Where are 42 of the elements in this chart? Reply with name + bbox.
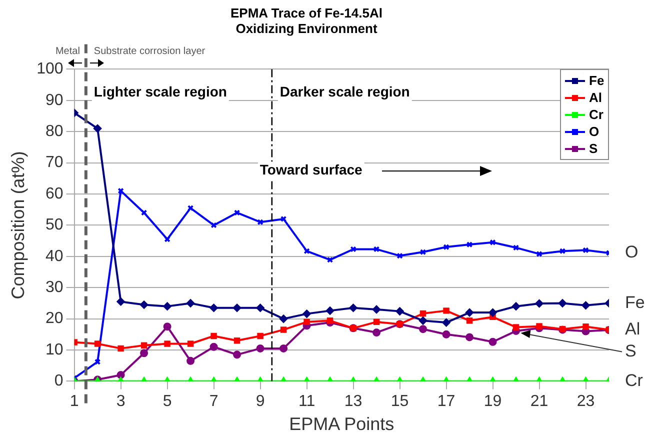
y-tick-label: 50: [46, 216, 64, 234]
chart-title: EPMA Trace of Fe-14.5Al: [230, 5, 382, 20]
legend-label: S: [589, 141, 598, 156]
text: O: [625, 242, 638, 262]
y-tick-label: 70: [46, 154, 64, 172]
legend-label: O: [589, 124, 600, 140]
x-tick-label: 9: [256, 393, 265, 410]
x-tick-label: 15: [390, 393, 409, 410]
text: Substrate corrosion layer: [94, 46, 206, 57]
chart-subtitle: Oxidizing Environment: [236, 20, 378, 36]
text: Fe: [625, 292, 645, 312]
x-tick-label: 3: [116, 393, 126, 410]
x-tick-label: 21: [530, 393, 548, 410]
x-tick-label: 13: [344, 393, 362, 410]
x-tick-label: 1: [70, 393, 79, 410]
x-tick-label: 17: [437, 393, 456, 410]
y-tick-label: 20: [46, 310, 64, 328]
x-tick-label: 5: [162, 393, 172, 410]
y-tick-label: 30: [46, 279, 64, 296]
y-tick-label: 80: [46, 123, 64, 140]
annotation: Lighter scale region: [94, 83, 227, 100]
y-tick-label: 60: [46, 185, 64, 202]
y-tick-label: 90: [46, 92, 64, 109]
y-tick-label: 0: [54, 372, 64, 390]
text: Metal: [55, 46, 80, 57]
text: Cr: [625, 370, 643, 390]
legend-label: Al: [589, 90, 602, 106]
x-tick-label: 19: [484, 393, 502, 410]
legend-label: Fe: [589, 73, 604, 88]
x-tick-label: 7: [209, 393, 218, 410]
y-tick-label: 100: [36, 60, 64, 78]
text: S: [625, 341, 636, 360]
annotation: Darker scale region: [280, 83, 410, 100]
annotation: Toward surface: [260, 161, 363, 178]
text: Al: [625, 319, 640, 338]
y-tick-label: 10: [46, 341, 64, 358]
x-axis-title: EPMA Points: [289, 414, 394, 434]
y-tick-label: 40: [46, 248, 64, 265]
legend-label: Cr: [589, 107, 604, 122]
y-axis-title: Composition (at%): [8, 151, 28, 300]
x-tick-label: 23: [576, 393, 595, 410]
x-tick-label: 11: [298, 393, 316, 410]
